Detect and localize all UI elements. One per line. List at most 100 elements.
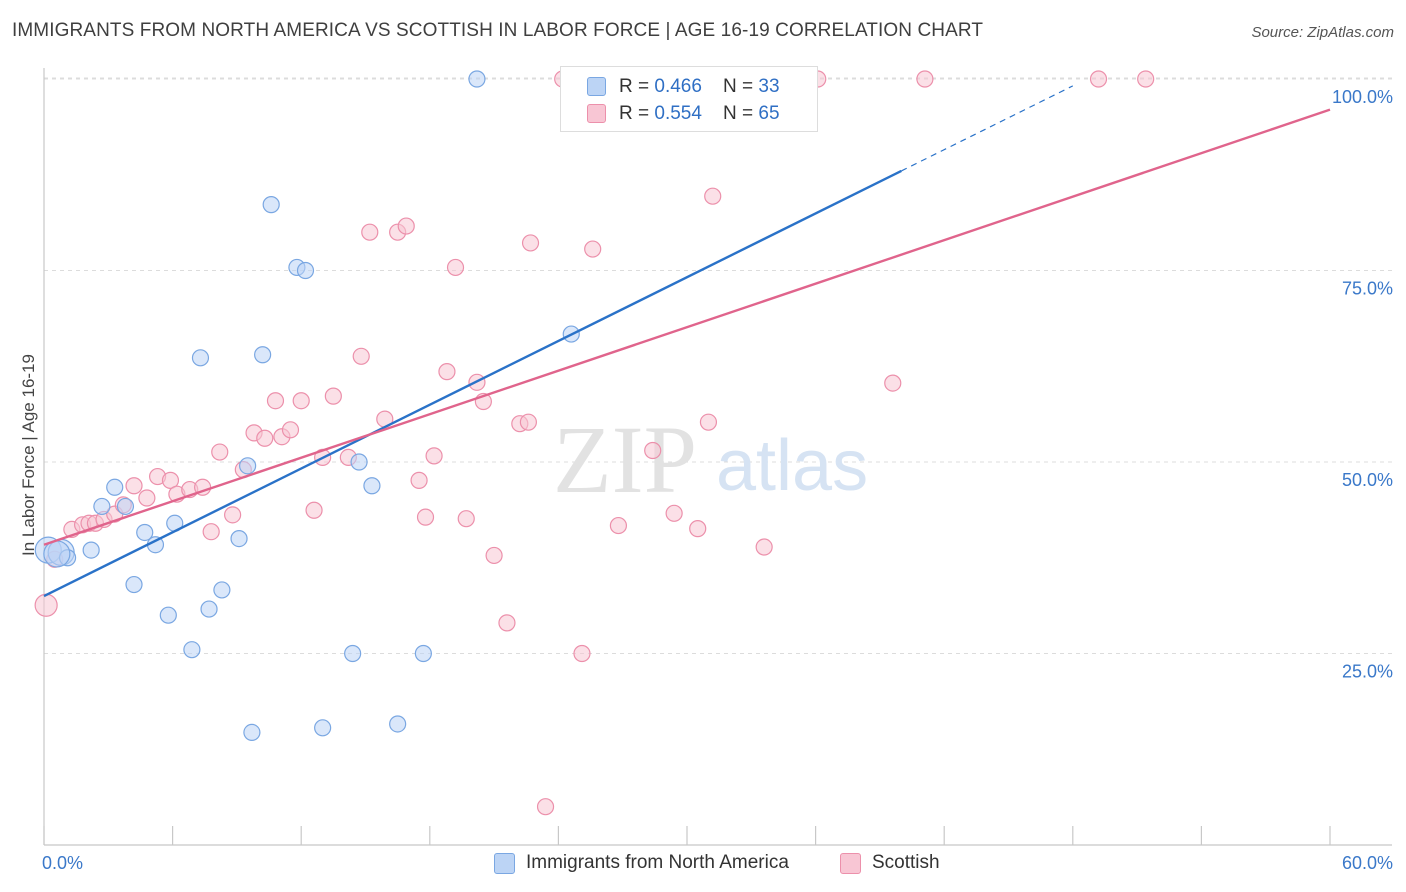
scottish-point xyxy=(256,429,274,447)
y-tick-label: 75.0% xyxy=(1342,279,1393,299)
scottish-point xyxy=(1137,70,1155,88)
legend-swatch-scottish xyxy=(840,853,861,874)
scottish-point xyxy=(266,392,285,410)
scottish-point xyxy=(521,234,540,252)
x-tick-label: 60.0% xyxy=(1342,853,1393,873)
legend-n-label: N = xyxy=(723,76,759,97)
scottish-point xyxy=(438,363,456,381)
scottish-point xyxy=(916,70,934,88)
legend-r-value: 0.554 xyxy=(654,103,702,124)
immigrants-point xyxy=(106,478,124,496)
immigrants-point xyxy=(213,581,231,599)
scottish-point xyxy=(884,374,902,392)
scottish-point xyxy=(410,471,428,489)
scottish-point xyxy=(644,441,662,460)
scottish-point xyxy=(125,477,143,495)
immigrants-point xyxy=(200,600,218,618)
scottish-point xyxy=(485,546,503,565)
scottish-point xyxy=(138,489,156,507)
scottish-point xyxy=(573,644,591,663)
scottish-point xyxy=(281,421,300,439)
immigrants-point xyxy=(239,457,257,475)
immigrants-point xyxy=(414,644,432,663)
scottish-point xyxy=(498,614,516,632)
watermark: ZIP atlas xyxy=(553,406,868,513)
immigrants-trend-line xyxy=(43,169,902,598)
scottish-point xyxy=(609,516,628,535)
immigrants-point xyxy=(116,497,135,516)
scottish-point xyxy=(202,523,220,541)
y-tick-label: 25.0% xyxy=(1342,662,1393,682)
scottish-point xyxy=(446,258,465,277)
legend-label-immigrants: Immigrants from North America xyxy=(526,852,789,873)
scottish-point xyxy=(324,387,342,405)
immigrants-point xyxy=(314,719,332,737)
immigrants-trend-extension xyxy=(901,85,1074,172)
scottish-point xyxy=(34,593,58,617)
legend-swatch-immigrants xyxy=(587,77,606,96)
legend-label-scottish: Scottish xyxy=(872,852,940,873)
legend-swatch-scottish xyxy=(587,104,606,123)
watermark-atlas: atlas xyxy=(716,426,868,506)
chart-title: IMMIGRANTS FROM NORTH AMERICA VS SCOTTIS… xyxy=(12,20,984,41)
points-layer xyxy=(34,70,1155,816)
scottish-point xyxy=(699,413,718,431)
immigrants-point xyxy=(230,529,248,548)
scottish-point xyxy=(292,392,310,410)
bottom-legend-scottish[interactable]: Scottish xyxy=(840,851,960,877)
scottish-point xyxy=(397,217,415,235)
scottish-point xyxy=(352,347,370,365)
axes-layer: 25.0% 50.0% 75.0% 100.0% 0.0% 60.0% xyxy=(42,68,1393,873)
scottish-point xyxy=(457,510,475,528)
immigrants-point xyxy=(191,349,210,367)
legend-r-label: R = xyxy=(619,103,655,124)
immigrants-point xyxy=(363,477,381,495)
legend-n-value: 33 xyxy=(758,76,780,97)
bottom-legend-immigrants[interactable]: Immigrants from North America xyxy=(494,851,814,877)
scottish-point xyxy=(1089,70,1108,88)
scottish-point xyxy=(416,508,435,526)
scottish-point xyxy=(584,240,602,258)
scottish-point xyxy=(161,471,180,489)
immigrants-point xyxy=(82,541,100,559)
watermark-zip: ZIP xyxy=(553,406,697,513)
scottish-point xyxy=(211,443,229,461)
immigrants-point xyxy=(262,196,280,214)
x-tick-label: 0.0% xyxy=(42,853,83,873)
source-credit: Source: ZipAtlas.com xyxy=(1251,24,1394,41)
legend-n-label: N = xyxy=(723,103,759,124)
immigrants-point xyxy=(125,575,143,594)
scottish-point xyxy=(536,798,555,816)
y-tick-label: 100.0% xyxy=(1332,87,1393,107)
legend-n-value: 65 xyxy=(758,103,780,124)
y-axis-label: In Labor Force | Age 16-19 xyxy=(19,354,38,556)
immigrants-point xyxy=(389,715,407,733)
y-tick-label: 50.0% xyxy=(1342,470,1393,490)
scottish-point xyxy=(704,187,722,205)
immigrants-point xyxy=(296,261,315,280)
trend-layer xyxy=(43,85,1331,598)
immigrants-point xyxy=(159,606,177,624)
scottish-point xyxy=(425,447,443,465)
immigrants-point xyxy=(468,70,486,88)
grid-layer xyxy=(44,77,1392,654)
scottish-point xyxy=(689,520,707,538)
stats-legend: R = 0.466 N = 33 R = 0.554 N = 65 xyxy=(560,66,818,132)
legend-r-value: 0.466 xyxy=(654,76,702,97)
immigrants-point xyxy=(93,497,111,516)
scottish-point xyxy=(519,413,537,431)
scottish-point xyxy=(665,504,683,522)
immigrants-point xyxy=(243,723,261,741)
scottish-point xyxy=(361,223,379,241)
scottish-point xyxy=(755,538,773,556)
legend-r-label: R = xyxy=(619,76,655,97)
immigrants-point xyxy=(254,346,272,364)
immigrants-point xyxy=(136,523,154,542)
legend-swatch-immigrants xyxy=(494,853,515,874)
scottish-point xyxy=(305,501,323,519)
immigrants-point xyxy=(183,641,201,659)
scottish-trend-line xyxy=(43,108,1331,546)
immigrants-point xyxy=(350,453,368,471)
immigrants-point xyxy=(344,644,362,663)
